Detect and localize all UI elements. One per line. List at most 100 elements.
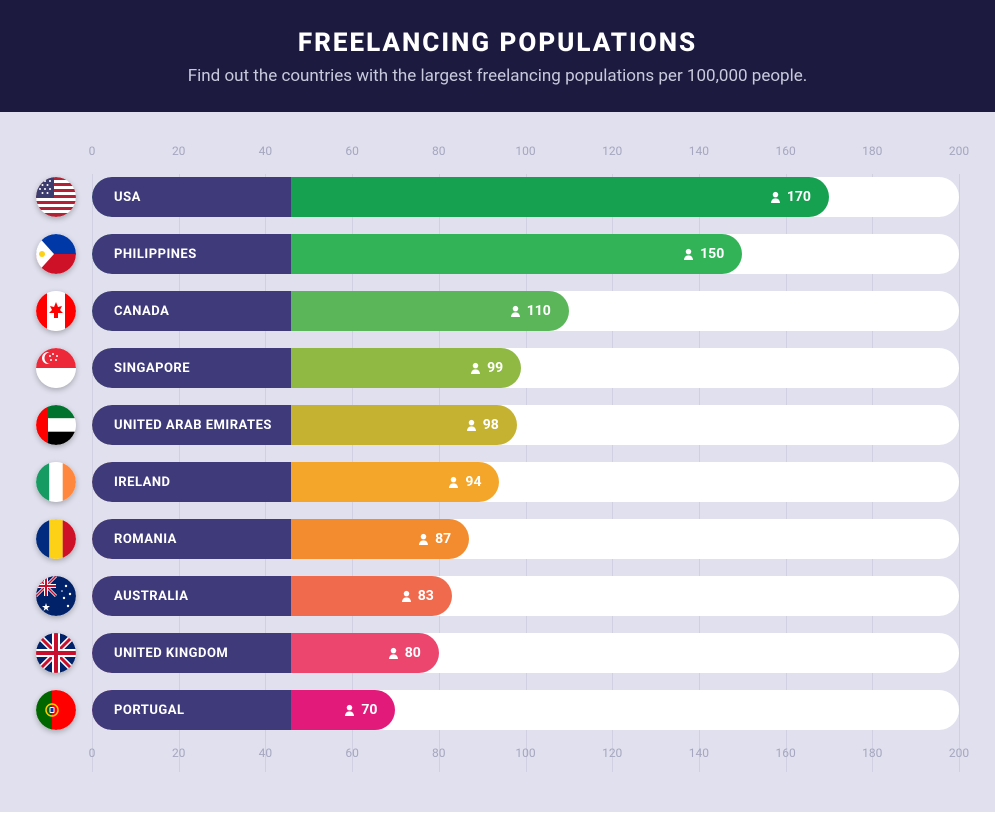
flag-icon	[36, 633, 76, 673]
bar-value: 70	[344, 702, 377, 718]
axis-tick: 160	[775, 144, 795, 158]
bar-country-label: UNITED KINGDOM	[114, 646, 228, 661]
bar-row: 70 PORTUGAL	[36, 689, 959, 731]
page-title: FREELANCING POPULATIONS	[20, 28, 975, 58]
axis-tick: 160	[775, 746, 795, 760]
bar-value: 110	[510, 303, 551, 319]
axis-tick: 100	[515, 144, 535, 158]
flag-icon	[36, 291, 76, 331]
bar-value: 80	[388, 645, 421, 661]
bar-track: 70 PORTUGAL	[92, 690, 959, 730]
person-icon	[470, 362, 481, 375]
person-icon	[510, 305, 521, 318]
person-icon	[683, 248, 694, 261]
page-subtitle: Find out the countries with the largest …	[20, 66, 975, 86]
bar-row: 98UNITED ARAB EMIRATES	[36, 404, 959, 446]
axis-tick: 80	[432, 746, 446, 760]
bar-value: 87	[418, 531, 451, 547]
flag-icon	[36, 348, 76, 388]
axis-tick: 180	[862, 144, 882, 158]
axis-tick: 200	[949, 746, 969, 760]
bar-value-number: 150	[700, 246, 724, 262]
person-icon	[401, 590, 412, 603]
bar-track: 170 USA	[92, 177, 959, 217]
bar-track: 80 UNITED KINGDOM	[92, 633, 959, 673]
bar-value-number: 170	[787, 189, 811, 205]
bar-label-segment: PORTUGAL	[92, 690, 291, 730]
bar-label-segment: UNITED KINGDOM	[92, 633, 291, 673]
axis-tick: 60	[345, 144, 359, 158]
bar-value: 94	[448, 474, 481, 490]
person-icon	[388, 647, 399, 660]
axis-tick: 140	[689, 746, 709, 760]
bar-label-segment: IRELAND	[92, 462, 291, 502]
bar-label-segment: SINGAPORE	[92, 348, 291, 388]
bar-country-label: PHILIPPINES	[114, 247, 197, 262]
flag-icon	[36, 234, 76, 274]
chart-area: 020406080100120140160180200 170USA150PHI…	[0, 112, 995, 812]
bar-value: 99	[470, 360, 503, 376]
bar-value-number: 70	[361, 702, 377, 718]
axis-tick: 0	[89, 746, 96, 760]
axis-tick: 120	[602, 746, 622, 760]
bar-track: 94 IRELAND	[92, 462, 959, 502]
bar-value: 150	[683, 246, 724, 262]
bar-rows: 170 USA 150 PHILIPPINES 110 CANADA 99 SINGAPORE…	[36, 176, 959, 731]
axis-tick: 200	[949, 144, 969, 158]
bar-value-number: 98	[483, 417, 499, 433]
bar-row: 83 AUSTRALIA	[36, 575, 959, 617]
gridline	[959, 174, 960, 772]
bar-label-segment: ROMANIA	[92, 519, 291, 559]
bar-row: 99 SINGAPORE	[36, 347, 959, 389]
header: FREELANCING POPULATIONS Find out the cou…	[0, 0, 995, 112]
axis-tick: 180	[862, 746, 882, 760]
bar-value-number: 99	[487, 360, 503, 376]
axis-tick: 60	[345, 746, 359, 760]
bar-value-number: 94	[465, 474, 481, 490]
bar-track: 99 SINGAPORE	[92, 348, 959, 388]
bar-track: 110 CANADA	[92, 291, 959, 331]
flag-icon	[36, 690, 76, 730]
axis-tick: 40	[259, 746, 273, 760]
bar-label-segment: AUSTRALIA	[92, 576, 291, 616]
bar-value: 83	[401, 588, 434, 604]
axis-tick: 20	[172, 144, 186, 158]
person-icon	[770, 191, 781, 204]
flag-icon	[36, 576, 76, 616]
bar-track: 150 PHILIPPINES	[92, 234, 959, 274]
bar-track: 98UNITED ARAB EMIRATES	[92, 405, 959, 445]
axis-tick: 40	[259, 144, 273, 158]
person-icon	[466, 419, 477, 432]
bar-row: 80 UNITED KINGDOM	[36, 632, 959, 674]
bar-country-label: CANADA	[114, 304, 169, 319]
flag-icon	[36, 519, 76, 559]
bar-value: 98	[466, 417, 499, 433]
bar-row: 150 PHILIPPINES	[36, 233, 959, 275]
bar-label-segment: PHILIPPINES	[92, 234, 291, 274]
bar-country-label: AUSTRALIA	[114, 589, 189, 604]
axis-tick: 100	[515, 746, 535, 760]
flag-icon	[36, 405, 76, 445]
axis-tick: 140	[689, 144, 709, 158]
axis-tick: 120	[602, 144, 622, 158]
bar-label-segment: CANADA	[92, 291, 291, 331]
axis-tick: 0	[89, 144, 96, 158]
person-icon	[418, 533, 429, 546]
bar-value-number: 83	[418, 588, 434, 604]
bar-value-number: 110	[527, 303, 551, 319]
axis-tick: 20	[172, 746, 186, 760]
bar-country-label: ROMANIA	[114, 532, 177, 547]
person-icon	[448, 476, 459, 489]
bar-value-number: 87	[435, 531, 451, 547]
bar-country-label: IRELAND	[114, 475, 170, 490]
bar-country-label: PORTUGAL	[114, 703, 185, 718]
x-axis-bottom: 020406080100120140160180200	[92, 746, 959, 764]
bar-track: 83 AUSTRALIA	[92, 576, 959, 616]
x-axis-top: 020406080100120140160180200	[92, 144, 959, 162]
bar-row: 94 IRELAND	[36, 461, 959, 503]
flag-icon	[36, 177, 76, 217]
bar-label-segment: USA	[92, 177, 291, 217]
person-icon	[344, 704, 355, 717]
bar-row: 170 USA	[36, 176, 959, 218]
bar-row: 87 ROMANIA	[36, 518, 959, 560]
